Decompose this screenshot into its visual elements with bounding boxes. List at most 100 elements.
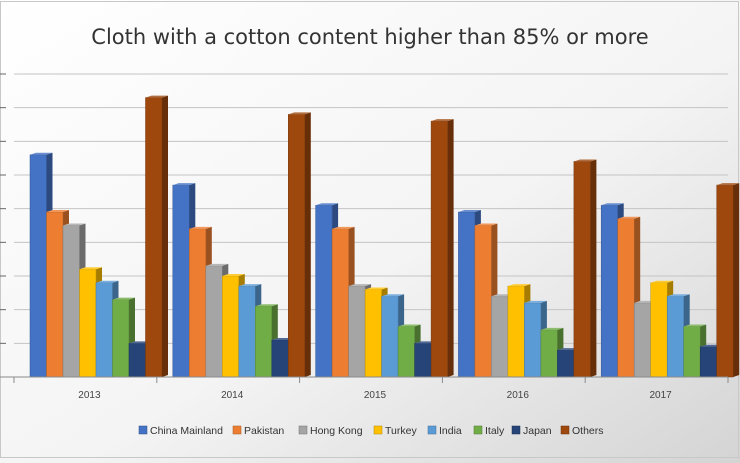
bar-top xyxy=(205,263,229,266)
bar-side xyxy=(733,183,740,377)
bar-top xyxy=(431,119,454,122)
bar-front xyxy=(633,302,651,378)
bar-front xyxy=(573,161,591,378)
bar-side xyxy=(447,119,454,377)
legend: China Mainland Pakistan Hong Kong Turkey Ind… xyxy=(138,425,604,437)
bar-top xyxy=(381,294,405,297)
x-tick-label: 2017 xyxy=(649,390,672,401)
bar xyxy=(573,159,597,378)
bar xyxy=(145,95,168,378)
bar-top xyxy=(650,280,674,283)
bar-front xyxy=(474,225,492,378)
bar-front xyxy=(128,343,146,378)
legend-item: China Mainland xyxy=(138,425,223,437)
bar-top xyxy=(96,280,119,283)
bar-front xyxy=(507,285,525,378)
bar-top xyxy=(683,324,707,327)
legend-swatch xyxy=(473,425,483,435)
bar-top xyxy=(524,300,547,303)
bar xyxy=(288,112,311,378)
legend-label: Hong Kong xyxy=(310,425,363,437)
bar-front xyxy=(288,114,306,378)
bar-top xyxy=(222,274,245,276)
legend-swatch xyxy=(232,425,242,435)
bar-front xyxy=(95,282,113,378)
x-tick-label: 2013 xyxy=(78,390,101,401)
bar-front xyxy=(491,295,509,378)
x-tick-label: 2016 xyxy=(507,390,530,401)
bars xyxy=(29,95,740,378)
bar-front xyxy=(46,211,64,378)
bar-top xyxy=(617,216,641,219)
bar-front xyxy=(617,218,635,378)
bar-front xyxy=(315,205,333,378)
legend-swatch xyxy=(511,425,521,435)
bar-top xyxy=(716,183,740,186)
legend-swatch xyxy=(427,425,437,435)
legend-swatch xyxy=(298,425,308,435)
bar-front xyxy=(189,228,207,378)
bar-front xyxy=(430,120,448,378)
bar-top xyxy=(172,183,196,186)
legend-item: Others xyxy=(560,425,604,437)
bar-top xyxy=(255,304,278,307)
bar-top xyxy=(507,284,531,287)
bar-front xyxy=(205,265,223,378)
bar-front xyxy=(414,343,432,378)
bar-front xyxy=(331,228,349,378)
legend-item: Pakistan xyxy=(232,425,284,437)
bar-top xyxy=(112,297,135,300)
bar-front xyxy=(29,154,47,378)
bar-front xyxy=(600,205,618,378)
bar-top xyxy=(238,284,262,287)
legend-item: Hong Kong xyxy=(298,425,363,437)
bar-front xyxy=(650,282,668,378)
x-tick-label: 2015 xyxy=(364,390,387,401)
bar-top xyxy=(573,159,597,162)
bar-top xyxy=(667,294,690,297)
bar-front xyxy=(222,275,240,378)
bar-top xyxy=(540,327,564,330)
bar-top xyxy=(398,324,421,327)
bar xyxy=(430,119,454,378)
bar-front xyxy=(540,329,558,378)
bar-side xyxy=(304,112,311,378)
bar-front xyxy=(716,184,734,378)
legend-swatch xyxy=(373,425,383,435)
x-tick-label: 2014 xyxy=(221,390,244,401)
bar-top xyxy=(46,210,69,213)
bar-top xyxy=(348,284,372,287)
bar xyxy=(716,183,740,378)
bar-top xyxy=(63,223,86,226)
legend-label: India xyxy=(439,425,462,437)
bar-side xyxy=(162,95,168,378)
bar-top xyxy=(315,203,339,206)
legend-label: Others xyxy=(572,425,604,437)
bar-top xyxy=(601,203,624,206)
legend-label: Italy xyxy=(485,425,505,437)
bar-front xyxy=(348,285,366,378)
legend-label: Pakistan xyxy=(244,425,284,437)
bar-top xyxy=(288,112,311,115)
bar-top xyxy=(30,152,53,155)
bar-top xyxy=(79,267,102,270)
bar-front xyxy=(145,97,163,378)
bar-front xyxy=(699,346,717,378)
bar-front xyxy=(683,326,701,378)
bar-top xyxy=(145,95,168,98)
legend-item: Japan xyxy=(511,425,552,437)
legend-label: Japan xyxy=(523,425,552,437)
bar-front xyxy=(397,326,415,378)
bar-top xyxy=(332,226,355,229)
bar-front xyxy=(271,339,289,378)
bar-front xyxy=(666,295,684,378)
bar-front xyxy=(364,289,382,378)
bar-front xyxy=(458,211,476,378)
legend-label: China Mainland xyxy=(150,425,223,437)
bar-top xyxy=(458,210,481,213)
bar-front xyxy=(62,225,80,378)
bar-front xyxy=(557,349,575,378)
legend-item: Italy xyxy=(473,425,505,437)
bar-front xyxy=(524,302,542,378)
